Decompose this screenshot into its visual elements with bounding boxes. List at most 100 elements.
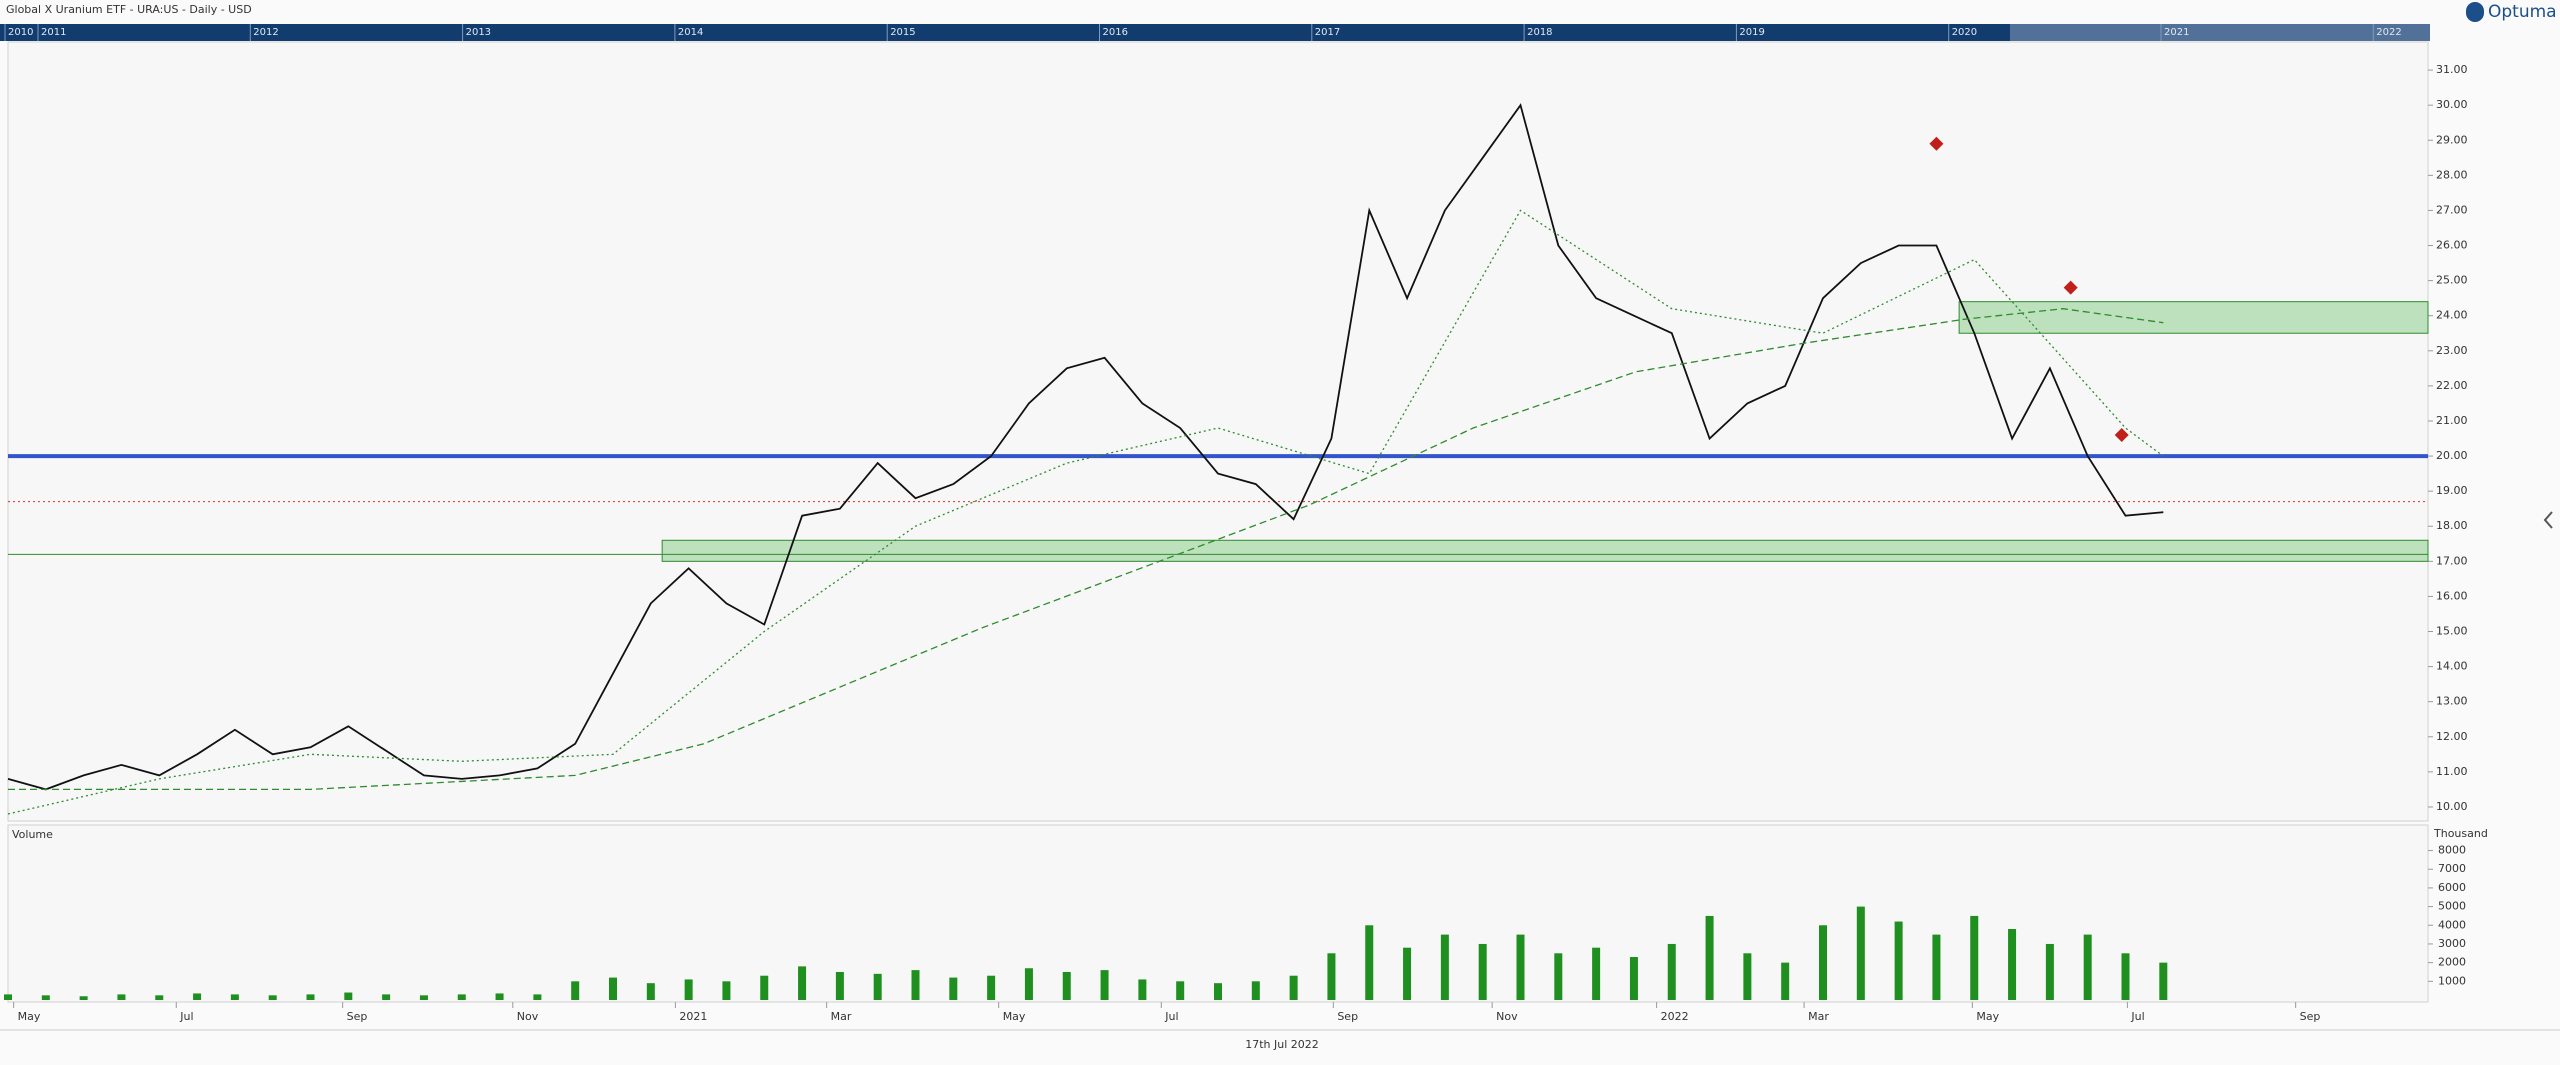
y-tick-label: 22.00 xyxy=(2436,379,2468,392)
volume-bar xyxy=(1289,975,1298,1000)
y-tick-label: 28.00 xyxy=(2436,168,2468,181)
volume-bar xyxy=(1743,953,1752,1000)
y-tick-label: 8000 xyxy=(2438,844,2466,857)
signal-marker xyxy=(2114,428,2129,443)
y-tick-label: 23.00 xyxy=(2436,344,2468,357)
volume-bar xyxy=(911,970,920,1000)
navigator-year: 2014 xyxy=(678,27,703,38)
y-tick-label: 5000 xyxy=(2438,900,2466,913)
volume-bar xyxy=(1176,981,1185,1000)
y-tick-label: 2000 xyxy=(2438,956,2466,969)
x-tick-label: Mar xyxy=(831,1010,852,1023)
volume-bar xyxy=(609,977,617,1000)
volume-bar xyxy=(2121,953,2130,1000)
volume-bar xyxy=(2008,929,2017,1000)
x-tick-label: 2022 xyxy=(1661,1010,1689,1023)
volume-bar xyxy=(1403,947,1412,1000)
volume-bar xyxy=(1705,915,1714,1000)
volume-bar xyxy=(1932,934,1941,1000)
y-tick-label: 10.00 xyxy=(2436,800,2468,813)
volume-bar xyxy=(949,977,958,1000)
y-tick-label: 18.00 xyxy=(2436,519,2468,532)
volume-bar xyxy=(79,996,88,1000)
x-tick-label: Sep xyxy=(347,1010,368,1023)
volume-bar xyxy=(230,994,239,1000)
y-tick-label: 30.00 xyxy=(2436,98,2468,111)
navigator-window[interactable] xyxy=(2010,24,2430,41)
cursor-date: 17th Jul 2022 xyxy=(1245,1038,1319,1051)
y-tick-label: 15.00 xyxy=(2436,625,2468,638)
volume-bar xyxy=(1440,934,1449,1000)
y-tick-label: 19.00 xyxy=(2436,484,2468,497)
y-tick-label: 6000 xyxy=(2438,881,2466,894)
y-tick-label: 1000 xyxy=(2438,974,2466,987)
volume-bar xyxy=(155,995,164,1000)
volume-bar xyxy=(987,975,996,1000)
y-tick-label: 31.00 xyxy=(2436,63,2468,76)
volume-bar xyxy=(571,981,580,1000)
support-zone xyxy=(661,539,2429,562)
moving-average xyxy=(8,308,2164,791)
y-tick-label: 24.00 xyxy=(2436,309,2468,322)
x-tick-label: Jul xyxy=(2130,1010,2144,1023)
volume-bar xyxy=(382,994,391,1000)
y-tick-label: 27.00 xyxy=(2436,203,2468,216)
volume-bar xyxy=(2083,934,2092,1000)
volume-bar xyxy=(268,995,277,1000)
volume-bar xyxy=(1592,947,1601,1000)
volume-bar xyxy=(1100,970,1109,1000)
navigator-year: 2022 xyxy=(2376,27,2401,38)
volume-bar xyxy=(457,994,466,1000)
y-tick-label: 17.00 xyxy=(2436,554,2468,567)
chart-title: Global X Uranium ETF - URA:US - Daily - … xyxy=(6,3,252,16)
volume-bar xyxy=(1365,925,1374,1000)
navigator-year: 2021 xyxy=(2164,27,2189,38)
volume-bar xyxy=(873,973,882,1000)
navigator-year: 2016 xyxy=(1103,27,1128,38)
panel-label: Volume xyxy=(12,828,53,841)
y-tick-label: 14.00 xyxy=(2436,660,2468,673)
axis-unit: Thousand xyxy=(2433,827,2488,840)
volume-bar xyxy=(1554,953,1563,1000)
volume-bar xyxy=(1781,962,1790,1000)
y-tick-label: 16.00 xyxy=(2436,589,2468,602)
navigator-year: 2018 xyxy=(1527,27,1552,38)
navigator-year: 2013 xyxy=(466,27,491,38)
side-toggle[interactable] xyxy=(2543,511,2553,529)
volume-bar xyxy=(1478,943,1487,1000)
x-tick-label: May xyxy=(18,1010,41,1023)
navigator-year: 2012 xyxy=(253,27,278,38)
volume-bar xyxy=(1894,921,1903,1000)
signal-marker xyxy=(1929,136,1944,151)
volume-bar xyxy=(306,994,315,1000)
navigator-year: 2017 xyxy=(1315,27,1340,38)
volume-bar xyxy=(495,993,504,1000)
moving-average xyxy=(7,209,2164,815)
volume-bar xyxy=(798,966,807,1000)
y-tick-label: 21.00 xyxy=(2436,414,2468,427)
x-tick-label: Nov xyxy=(517,1010,539,1023)
price-line xyxy=(7,103,2164,791)
y-tick-label: 13.00 xyxy=(2436,695,2468,708)
volume-bar xyxy=(722,981,731,1000)
volume-bar xyxy=(760,975,769,1000)
navigator-year: 2020 xyxy=(1952,27,1977,38)
support-zone xyxy=(1958,301,2429,334)
y-tick-label: 3000 xyxy=(2438,937,2466,950)
logo-icon xyxy=(2466,2,2484,22)
y-tick-label: 29.00 xyxy=(2436,133,2468,146)
volume-bar xyxy=(1024,968,1033,1000)
navigator[interactable] xyxy=(0,24,2430,41)
x-tick-label: Mar xyxy=(1808,1010,1829,1023)
volume-bar xyxy=(2159,962,2168,1000)
navigator-year: 2011 xyxy=(41,27,66,38)
x-tick-label: Sep xyxy=(1337,1010,1358,1023)
volume-bar xyxy=(2045,943,2054,1000)
navigator-year: 2019 xyxy=(1739,27,1764,38)
volume-bar xyxy=(1327,953,1336,1000)
volume-bar xyxy=(344,992,353,1000)
volume-bar xyxy=(1819,925,1827,1000)
volume-bar xyxy=(1629,957,1638,1000)
volume-bar xyxy=(1138,979,1147,1000)
